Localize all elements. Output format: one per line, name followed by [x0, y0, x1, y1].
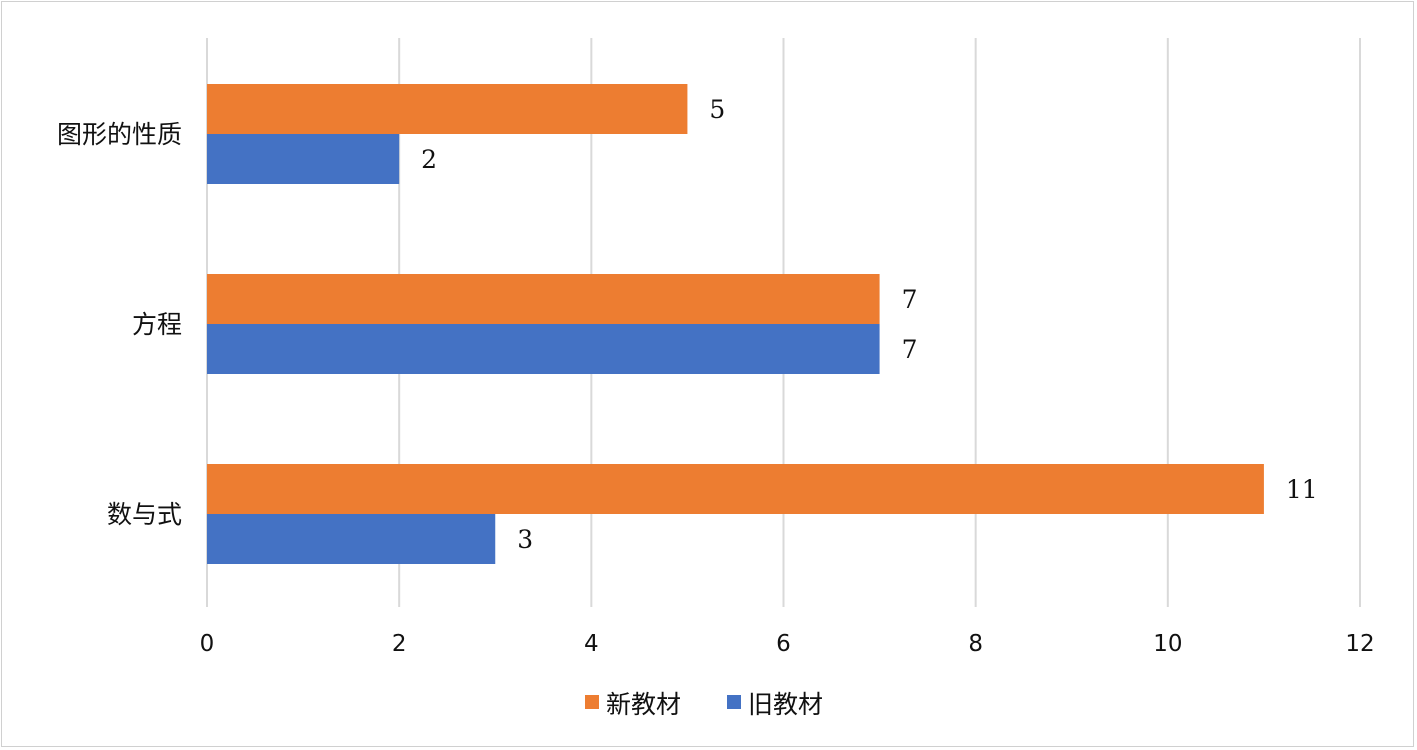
legend-label-old: 旧教材: [748, 690, 823, 719]
bar-old-2: [207, 514, 496, 564]
legend-swatch-old: [727, 695, 741, 709]
data-label-old-0: 2: [421, 145, 437, 174]
x-tick-label-12: 12: [1345, 631, 1374, 657]
data-label-new-2: 11: [1286, 475, 1318, 504]
legend: 新教材 旧教材: [585, 690, 823, 719]
data-label-new-1: 7: [902, 285, 918, 314]
bar-new-2: [207, 464, 1264, 514]
bars: [207, 84, 1264, 564]
category-label-2: 数与式: [107, 500, 182, 529]
x-tick-label-10: 10: [1153, 631, 1182, 657]
category-label-0: 图形的性质: [57, 120, 182, 149]
value-axis: 0 2 4 6 8 10 12: [200, 631, 1375, 657]
data-label-old-1: 7: [902, 335, 918, 364]
data-labels: 5 2 7 7 11 3: [421, 95, 1318, 554]
legend-label-new: 新教材: [606, 690, 681, 719]
bar-new-0: [207, 84, 688, 134]
legend-swatch-new: [585, 695, 599, 709]
bar-old-0: [207, 134, 400, 184]
x-tick-label-8: 8: [968, 631, 983, 657]
x-tick-label-4: 4: [584, 631, 599, 657]
data-label-old-2: 3: [517, 525, 533, 554]
bar-old-1: [207, 324, 880, 374]
bar-new-1: [207, 274, 880, 324]
category-label-1: 方程: [132, 310, 182, 339]
x-tick-label-0: 0: [200, 631, 215, 657]
x-tick-label-6: 6: [776, 631, 791, 657]
data-label-new-0: 5: [709, 95, 725, 124]
x-tick-label-2: 2: [392, 631, 407, 657]
